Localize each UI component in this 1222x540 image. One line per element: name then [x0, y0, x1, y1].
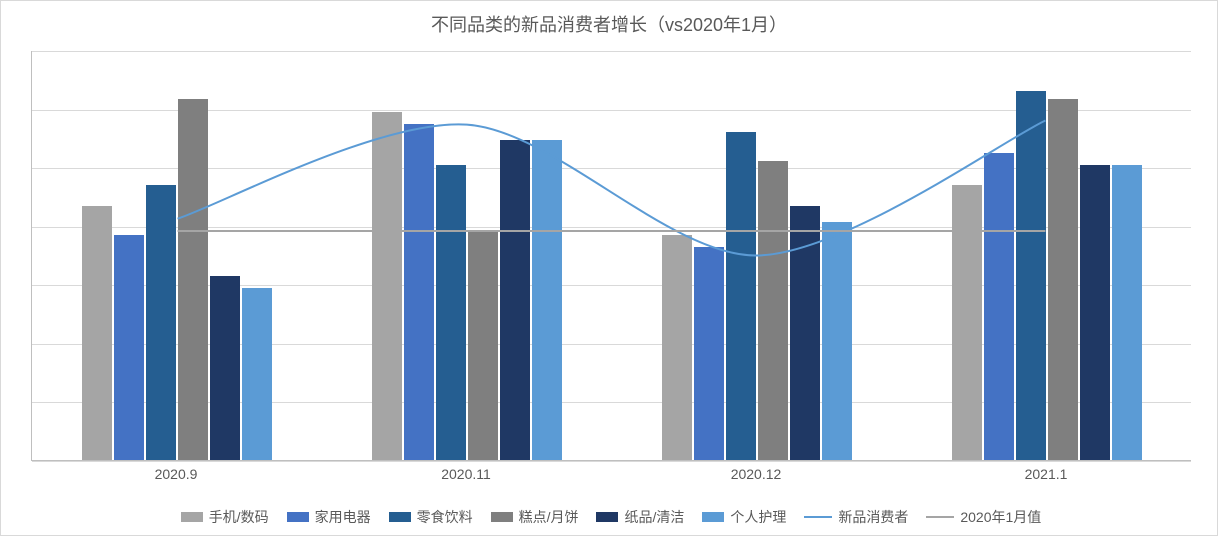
legend-label: 新品消费者	[838, 507, 908, 527]
legend-swatch-icon	[287, 512, 309, 522]
legend-label: 家用电器	[315, 507, 371, 527]
legend-swatch-icon	[389, 512, 411, 522]
legend-label: 零食饮料	[417, 507, 473, 527]
chart-title: 不同品类的新品消费者增长（vs2020年1月）	[1, 11, 1217, 37]
legend-label: 纸品/清洁	[624, 507, 684, 527]
legend-label: 个人护理	[730, 507, 786, 527]
x-axis-label: 2020.12	[731, 466, 782, 482]
legend-item: 个人护理	[702, 507, 786, 527]
legend-swatch-icon	[702, 512, 724, 522]
legend-line-icon	[926, 516, 954, 518]
line-series	[178, 121, 1046, 256]
legend-item: 2020年1月值	[926, 507, 1041, 527]
x-axis-labels: 2020.9 2020.11 2020.12 2021.1	[31, 466, 1191, 486]
legend-swatch-icon	[596, 512, 618, 522]
legend-swatch-icon	[491, 512, 513, 522]
legend: 手机/数码 家用电器 零食饮料 糕点/月饼 纸品/清洁 个人护理 新品消费者 2020年1月值	[31, 507, 1191, 527]
plot-area	[31, 51, 1191, 461]
x-axis-label: 2021.1	[1025, 466, 1068, 482]
legend-label: 手机/数码	[209, 507, 269, 527]
legend-label: 2020年1月值	[960, 507, 1041, 527]
chart-container: 不同品类的新品消费者增长（vs2020年1月） 2020.92020.11202…	[0, 0, 1218, 536]
legend-item: 纸品/清洁	[596, 507, 684, 527]
x-axis-label: 2020.9	[155, 466, 198, 482]
legend-item: 新品消费者	[804, 507, 908, 527]
x-axis-label: 2020.11	[441, 466, 491, 482]
legend-swatch-icon	[181, 512, 203, 522]
legend-item: 零食饮料	[389, 507, 473, 527]
legend-line-icon	[804, 516, 832, 518]
gridline	[32, 461, 1191, 462]
legend-item: 家用电器	[287, 507, 371, 527]
lines-layer	[32, 51, 1191, 460]
legend-item: 手机/数码	[181, 507, 269, 527]
legend-label: 糕点/月饼	[519, 507, 579, 527]
legend-item: 糕点/月饼	[491, 507, 579, 527]
